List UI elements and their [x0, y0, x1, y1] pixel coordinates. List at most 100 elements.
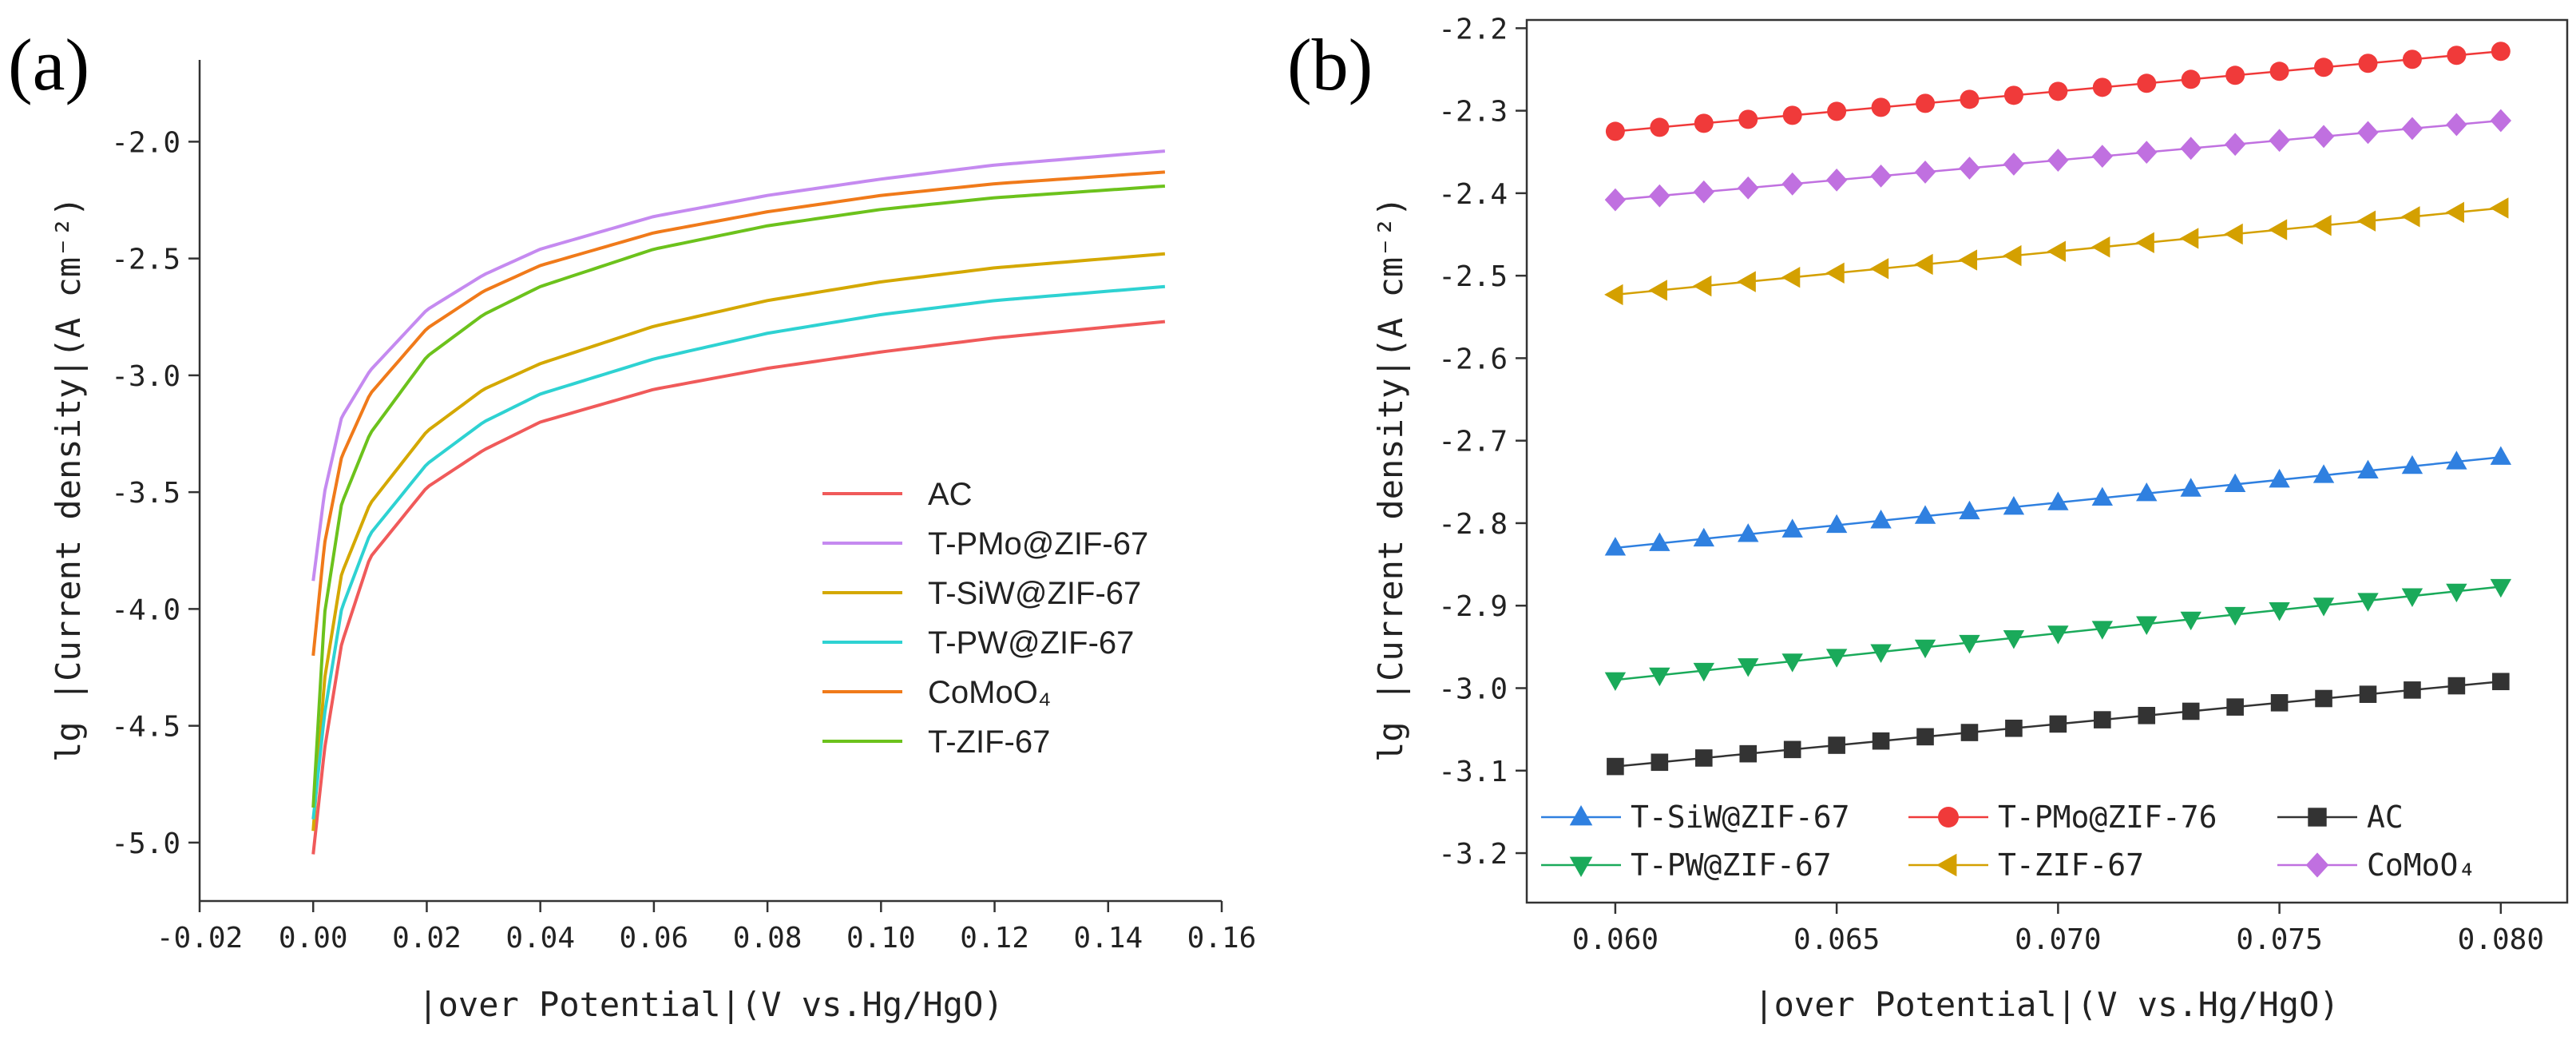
- panel-b-series-t-zif-67: [1604, 197, 2509, 306]
- panel-b-x-tick-label: 0.070: [2015, 923, 2101, 956]
- panel-b-marker-t-pw-zif-67: [2269, 602, 2290, 621]
- panel-b-marker-t-pmo-zif-76: [1738, 109, 1758, 129]
- panel-b-marker-t-siw-zif-67: [2136, 482, 2158, 502]
- panel-a-legend-label: T-ZIF-67: [928, 724, 1050, 760]
- panel-b-marker-t-pw-zif-67: [2446, 583, 2467, 603]
- panel-b-marker-ac: [2182, 702, 2200, 720]
- panel-a-x-tick-label: 0.12: [960, 922, 1029, 955]
- panel-b-marker-comoo: [1693, 180, 1714, 204]
- panel-b-legend-marker: [1938, 807, 1959, 828]
- panel-b-marker-t-pw-zif-67: [2401, 588, 2423, 607]
- panel-b-marker-comoo: [2091, 145, 2114, 169]
- panel-b-marker-t-zif-67: [2224, 223, 2243, 245]
- panel-b-marker-comoo: [1738, 176, 1759, 200]
- panel-b-legend-label: CoMoO₄: [2367, 847, 2476, 883]
- panel-a-ticks: -0.02 0.00 0.02 0.04 0.06 0.08 0.10 0.12 0.14 0.1…: [111, 126, 1256, 955]
- panel-b-series-t-pw-zif-67: [1604, 578, 2512, 691]
- panel-a-legend: AC T-PMo@ZIF-67 T-SiW@ZIF-67 T-PW@ZIF-67 CoM…: [822, 477, 1148, 760]
- panel-b-marker-comoo: [2357, 121, 2379, 145]
- panel-b-marker-ac: [1651, 753, 1669, 772]
- panel-b-marker-t-zif-67: [2445, 201, 2464, 224]
- panel-b-marker-t-pmo-zif-76: [1827, 101, 1847, 121]
- panel-b-marker-comoo: [2269, 129, 2290, 153]
- panel-b-x-tick-label: 0.060: [1572, 923, 1659, 956]
- panel-a-line-comoo: [311, 170, 1166, 657]
- panel-a-legend-label: AC: [928, 477, 973, 512]
- panel-b-marker-ac: [2094, 711, 2111, 728]
- panel-b-marker-t-pw-zif-67: [2003, 630, 2025, 649]
- panel-b-marker-ac: [2359, 685, 2377, 703]
- panel-b-marker-t-siw-zif-67: [2312, 464, 2335, 483]
- panel-b-legend-marker: [1569, 805, 1593, 826]
- panel-a-x-tick-label: 0.14: [1073, 922, 1143, 955]
- panel-b-marker-t-zif-67: [2179, 228, 2199, 249]
- panel-b-marker-t-zif-67: [1604, 284, 1623, 306]
- panel-b-x-tick-label: 0.080: [2458, 923, 2544, 956]
- panel-b-legend-label: T-SiW@ZIF-67: [1631, 800, 1850, 835]
- panel-a-x-tick-label: 0.02: [392, 922, 462, 955]
- panel-a-line-t-pw-zif-67: [311, 284, 1166, 820]
- panel-b-marker-ac: [1607, 757, 1624, 776]
- panel-a-series: [311, 149, 1166, 855]
- panel-b-marker-comoo: [2446, 113, 2467, 137]
- panel-b-marker-t-pmo-zif-76: [2003, 85, 2023, 105]
- panel-b-marker-t-pw-zif-67: [1825, 649, 1848, 668]
- panel-b-marker-t-siw-zif-67: [2269, 468, 2290, 488]
- panel-b-legend-label: AC: [2367, 800, 2404, 835]
- panel-b-marker-t-pmo-zif-76: [1694, 113, 1714, 133]
- panel-b-marker-t-pmo-zif-76: [2137, 73, 2157, 93]
- panel-b-marker-comoo: [2047, 149, 2069, 172]
- panel-b-marker-comoo: [1870, 164, 1892, 188]
- panel-b-marker-t-pmo-zif-76: [1605, 121, 1625, 141]
- panel-b-marker-t-pmo-zif-76: [2048, 81, 2068, 101]
- panel-b-marker-t-pmo-zif-76: [1782, 105, 1802, 125]
- panel-b-marker-t-zif-67: [2268, 219, 2288, 240]
- panel-b-y-label: lg |Current density|(A cm⁻²): [1371, 196, 1410, 762]
- panel-b-marker-t-pw-zif-67: [2312, 597, 2335, 617]
- panel-b-legend-label: T-PMo@ZIF-76: [1998, 800, 2217, 835]
- panel-b-marker-t-siw-zif-67: [2180, 478, 2201, 497]
- panel-b-marker-t-siw-zif-67: [2091, 486, 2114, 506]
- panel-b-y-tick-label: -3.1: [1438, 756, 1508, 788]
- panel-b-marker-t-pw-zif-67: [2047, 625, 2069, 645]
- panel-b-marker-comoo: [2180, 137, 2201, 161]
- panel-b-marker-comoo: [2003, 153, 2025, 176]
- panel-b-marker-comoo: [1959, 157, 1980, 180]
- panel-b-marker-t-pmo-zif-76: [1916, 93, 1936, 113]
- panel-a-y-label: lg |Current density|(A cm⁻²): [49, 196, 88, 762]
- panel-b-marker-comoo: [1914, 161, 1936, 184]
- panel-a-x-tick-label: 0.16: [1187, 922, 1257, 955]
- panel-b-marker-t-zif-67: [1781, 267, 1801, 288]
- panel-b-legend-marker: [2305, 852, 2329, 878]
- panel-b-marker-t-siw-zif-67: [1914, 505, 1936, 524]
- panel-b-marker-t-zif-67: [1648, 280, 1667, 301]
- panel-b-marker-ac: [2492, 673, 2510, 691]
- panel-a-legend-label: T-SiW@ZIF-67: [928, 576, 1141, 611]
- panel-b-marker-t-pmo-zif-76: [2181, 69, 2201, 89]
- panel-b-marker-t-pmo-zif-76: [2225, 65, 2245, 85]
- panel-b-y-tick-label: -3.0: [1438, 673, 1508, 705]
- panel-b-marker-t-pw-zif-67: [2224, 606, 2246, 626]
- panel-a-line-t-zif-67: [311, 184, 1166, 808]
- panel-b-marker-ac: [2049, 715, 2067, 733]
- panel-b-marker-t-pw-zif-67: [2180, 611, 2201, 631]
- panel-b-marker-t-siw-zif-67: [2003, 496, 2025, 515]
- panel-b-marker-t-siw-zif-67: [1959, 500, 1980, 520]
- panel-b-y-tick-label: -2.8: [1438, 508, 1508, 541]
- panel-b-marker-t-pmo-zif-76: [1960, 89, 1980, 109]
- panel-b-marker-ac: [1783, 740, 1801, 759]
- panel-b-marker-t-pmo-zif-76: [1650, 117, 1670, 137]
- panel-b-marker-t-pw-zif-67: [1693, 662, 1714, 682]
- panel-a-y-tick-label: -2.5: [111, 244, 180, 276]
- panel-b-y-tick-label: -2.3: [1438, 96, 1508, 129]
- panel-a-line-t-siw-zif-67: [311, 252, 1166, 832]
- panel-b-x-label: |over Potential|(V vs.Hg/HgO): [1754, 985, 2339, 1024]
- panel-b-marker-t-zif-67: [2091, 236, 2110, 258]
- panel-a-legend-label: T-PMo@ZIF-67: [928, 526, 1148, 562]
- panel-b-marker-t-zif-67: [1869, 258, 1889, 280]
- panel-b-marker-ac: [1739, 744, 1758, 763]
- panel-a-x-tick-label: 0.04: [505, 922, 575, 955]
- panel-b-y-tick-label: -3.2: [1438, 838, 1508, 871]
- panel-b-marker-comoo: [2312, 125, 2335, 149]
- panel-b-marker-t-siw-zif-67: [1604, 537, 1627, 556]
